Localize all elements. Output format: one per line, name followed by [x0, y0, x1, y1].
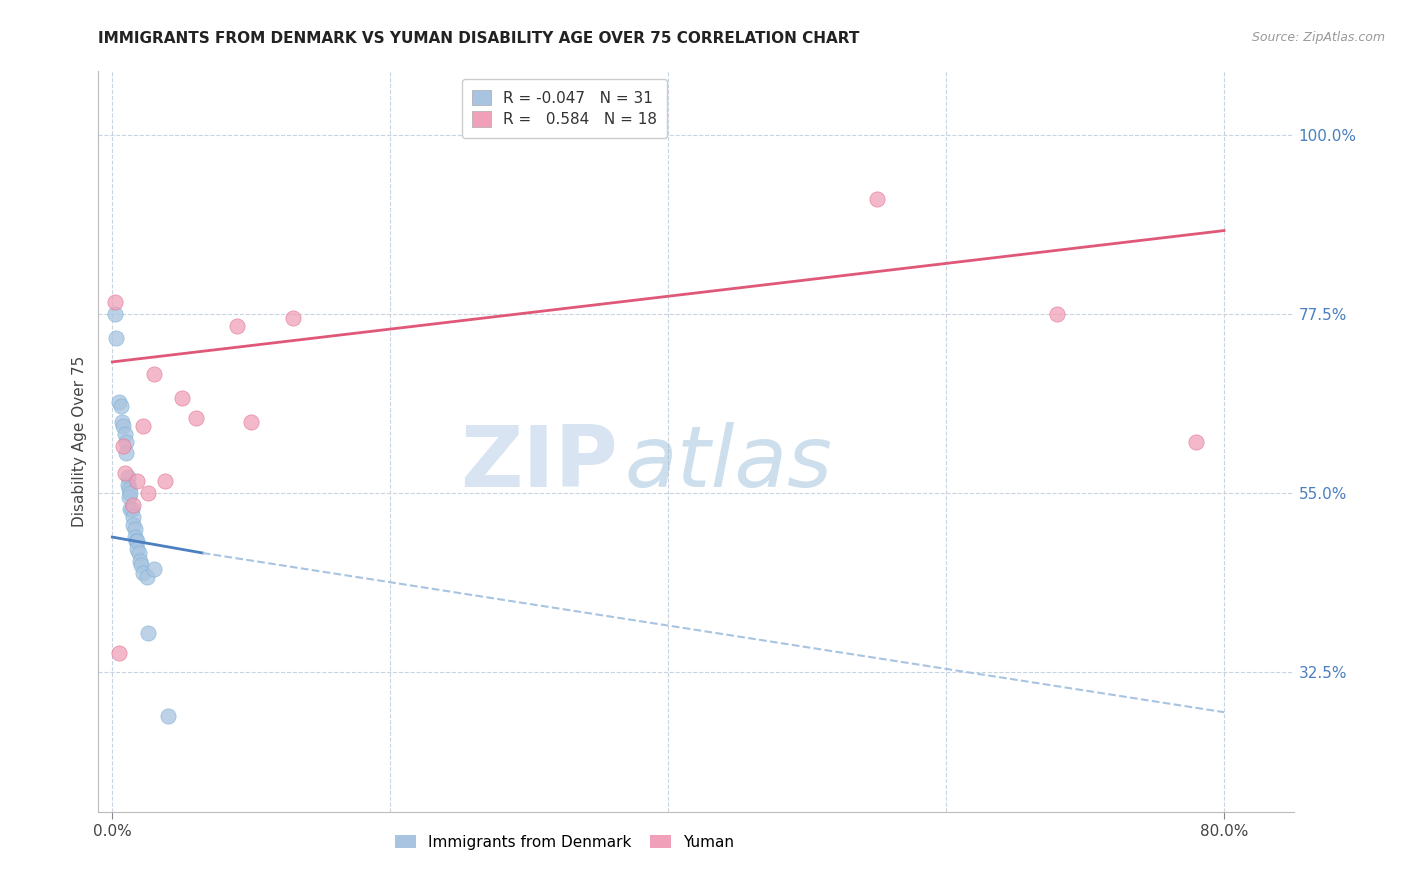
- Point: [143, 562, 166, 576]
- Point: [114, 426, 136, 441]
- Point: [865, 192, 887, 206]
- Point: [138, 625, 160, 640]
- Point: [1046, 307, 1069, 321]
- Point: [184, 410, 207, 425]
- Point: [111, 415, 134, 429]
- Point: [122, 518, 145, 533]
- Point: [129, 554, 152, 568]
- Point: [120, 486, 142, 500]
- Point: [108, 646, 131, 660]
- Point: [122, 498, 145, 512]
- Point: [281, 311, 304, 326]
- Point: [156, 709, 179, 723]
- Point: [112, 438, 135, 452]
- Point: [124, 522, 146, 536]
- Point: [1185, 434, 1208, 449]
- Point: [226, 319, 249, 334]
- Text: IMMIGRANTS FROM DENMARK VS YUMAN DISABILITY AGE OVER 75 CORRELATION CHART: IMMIGRANTS FROM DENMARK VS YUMAN DISABIL…: [98, 31, 860, 46]
- Point: [153, 475, 176, 489]
- Point: [114, 467, 136, 481]
- Point: [115, 434, 138, 449]
- Point: [132, 566, 155, 580]
- Point: [143, 367, 166, 381]
- Point: [131, 558, 153, 572]
- Point: [122, 510, 145, 524]
- Point: [127, 534, 149, 549]
- Point: [118, 490, 141, 504]
- Point: [127, 475, 149, 489]
- Legend: Immigrants from Denmark, Yuman: Immigrants from Denmark, Yuman: [388, 829, 741, 856]
- Point: [138, 486, 160, 500]
- Point: [105, 331, 128, 345]
- Point: [136, 570, 159, 584]
- Point: [104, 307, 127, 321]
- Point: [115, 446, 138, 460]
- Point: [132, 418, 155, 433]
- Point: [108, 394, 131, 409]
- Point: [170, 391, 193, 405]
- Point: [112, 418, 135, 433]
- Point: [110, 399, 132, 413]
- Point: [118, 483, 141, 497]
- Point: [117, 470, 139, 484]
- Point: [120, 502, 142, 516]
- Text: ZIP: ZIP: [461, 422, 619, 505]
- Point: [240, 415, 263, 429]
- Point: [121, 502, 143, 516]
- Text: Source: ZipAtlas.com: Source: ZipAtlas.com: [1251, 31, 1385, 45]
- Y-axis label: Disability Age Over 75: Disability Age Over 75: [72, 356, 87, 527]
- Point: [117, 478, 139, 492]
- Point: [128, 546, 150, 560]
- Point: [127, 541, 149, 556]
- Point: [104, 295, 127, 310]
- Text: atlas: atlas: [624, 422, 832, 505]
- Point: [124, 530, 146, 544]
- Point: [125, 534, 148, 549]
